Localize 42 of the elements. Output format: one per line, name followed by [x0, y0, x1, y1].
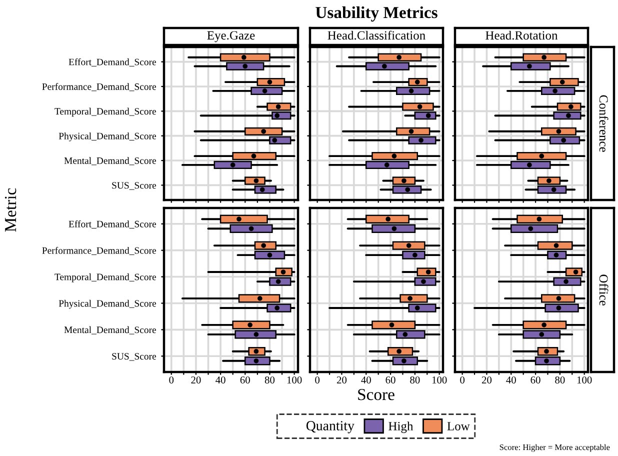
- x-tick-label: 40: [361, 376, 371, 384]
- x-tick-label: 0: [460, 376, 465, 384]
- x-tick-label: 20: [191, 376, 201, 384]
- y-tick-label: SUS_Score: [112, 182, 156, 190]
- y-tick-label: Mental_Demand_Score: [64, 157, 156, 166]
- x-tick-label: 100: [432, 376, 447, 384]
- y-tick-label: Mental_Demand_Score: [64, 326, 156, 334]
- text: Score: Higher = More acceptable: [500, 444, 610, 452]
- x-tick-label: 80: [264, 376, 275, 384]
- x-tick-label: 100: [577, 376, 592, 384]
- x-tick-label: 20: [482, 376, 492, 384]
- chart-subtitle: Eye.Gaze: [207, 31, 255, 42]
- y-tick-label: Temporal_Demand_Score: [54, 273, 156, 282]
- x-tick-label: 60: [240, 376, 250, 384]
- x-axis-title: Score: [358, 388, 394, 400]
- x-tick-label: 60: [530, 376, 540, 384]
- y-tick-label: Performance_Demand_Score: [42, 246, 156, 255]
- y-tick-label: Physical_Demand_Score: [58, 300, 156, 309]
- x-tick-label: 0: [315, 376, 320, 384]
- x-tick-label: 20: [336, 376, 347, 384]
- x-tick-label: 0: [169, 376, 174, 384]
- chart-subtitle: Head.Rotation: [486, 30, 558, 40]
- x-tick-label: 100: [287, 376, 302, 384]
- x-tick-label: 60: [386, 376, 396, 384]
- x-tick-label: 80: [555, 376, 565, 384]
- chart-subtitle: Head.Classification: [328, 30, 426, 40]
- y-tick-label: Performance_Demand_Score: [42, 83, 156, 92]
- x-tick-label: 40: [506, 376, 516, 384]
- text: Conference: [599, 95, 608, 152]
- legend-label: High: [388, 422, 414, 433]
- chart-title: Usability Metrics: [316, 6, 438, 22]
- legend-label: Low: [447, 422, 470, 430]
- x-tick-label: 40: [216, 376, 226, 384]
- y-tick-label: SUS_Score: [112, 353, 156, 361]
- legend-title: Quantity: [306, 421, 354, 434]
- x-tick-label: 80: [410, 376, 420, 384]
- y-tick-label: Physical_Demand_Score: [58, 132, 156, 142]
- text: Office: [599, 274, 608, 306]
- y-tick-label: Temporal_Demand_Score: [54, 108, 156, 117]
- y-tick-label: Effort_Demand_Score: [68, 220, 156, 228]
- y-tick-label: Effort_Demand_Score: [68, 58, 156, 66]
- y-axis-title: Metric: [4, 188, 16, 232]
